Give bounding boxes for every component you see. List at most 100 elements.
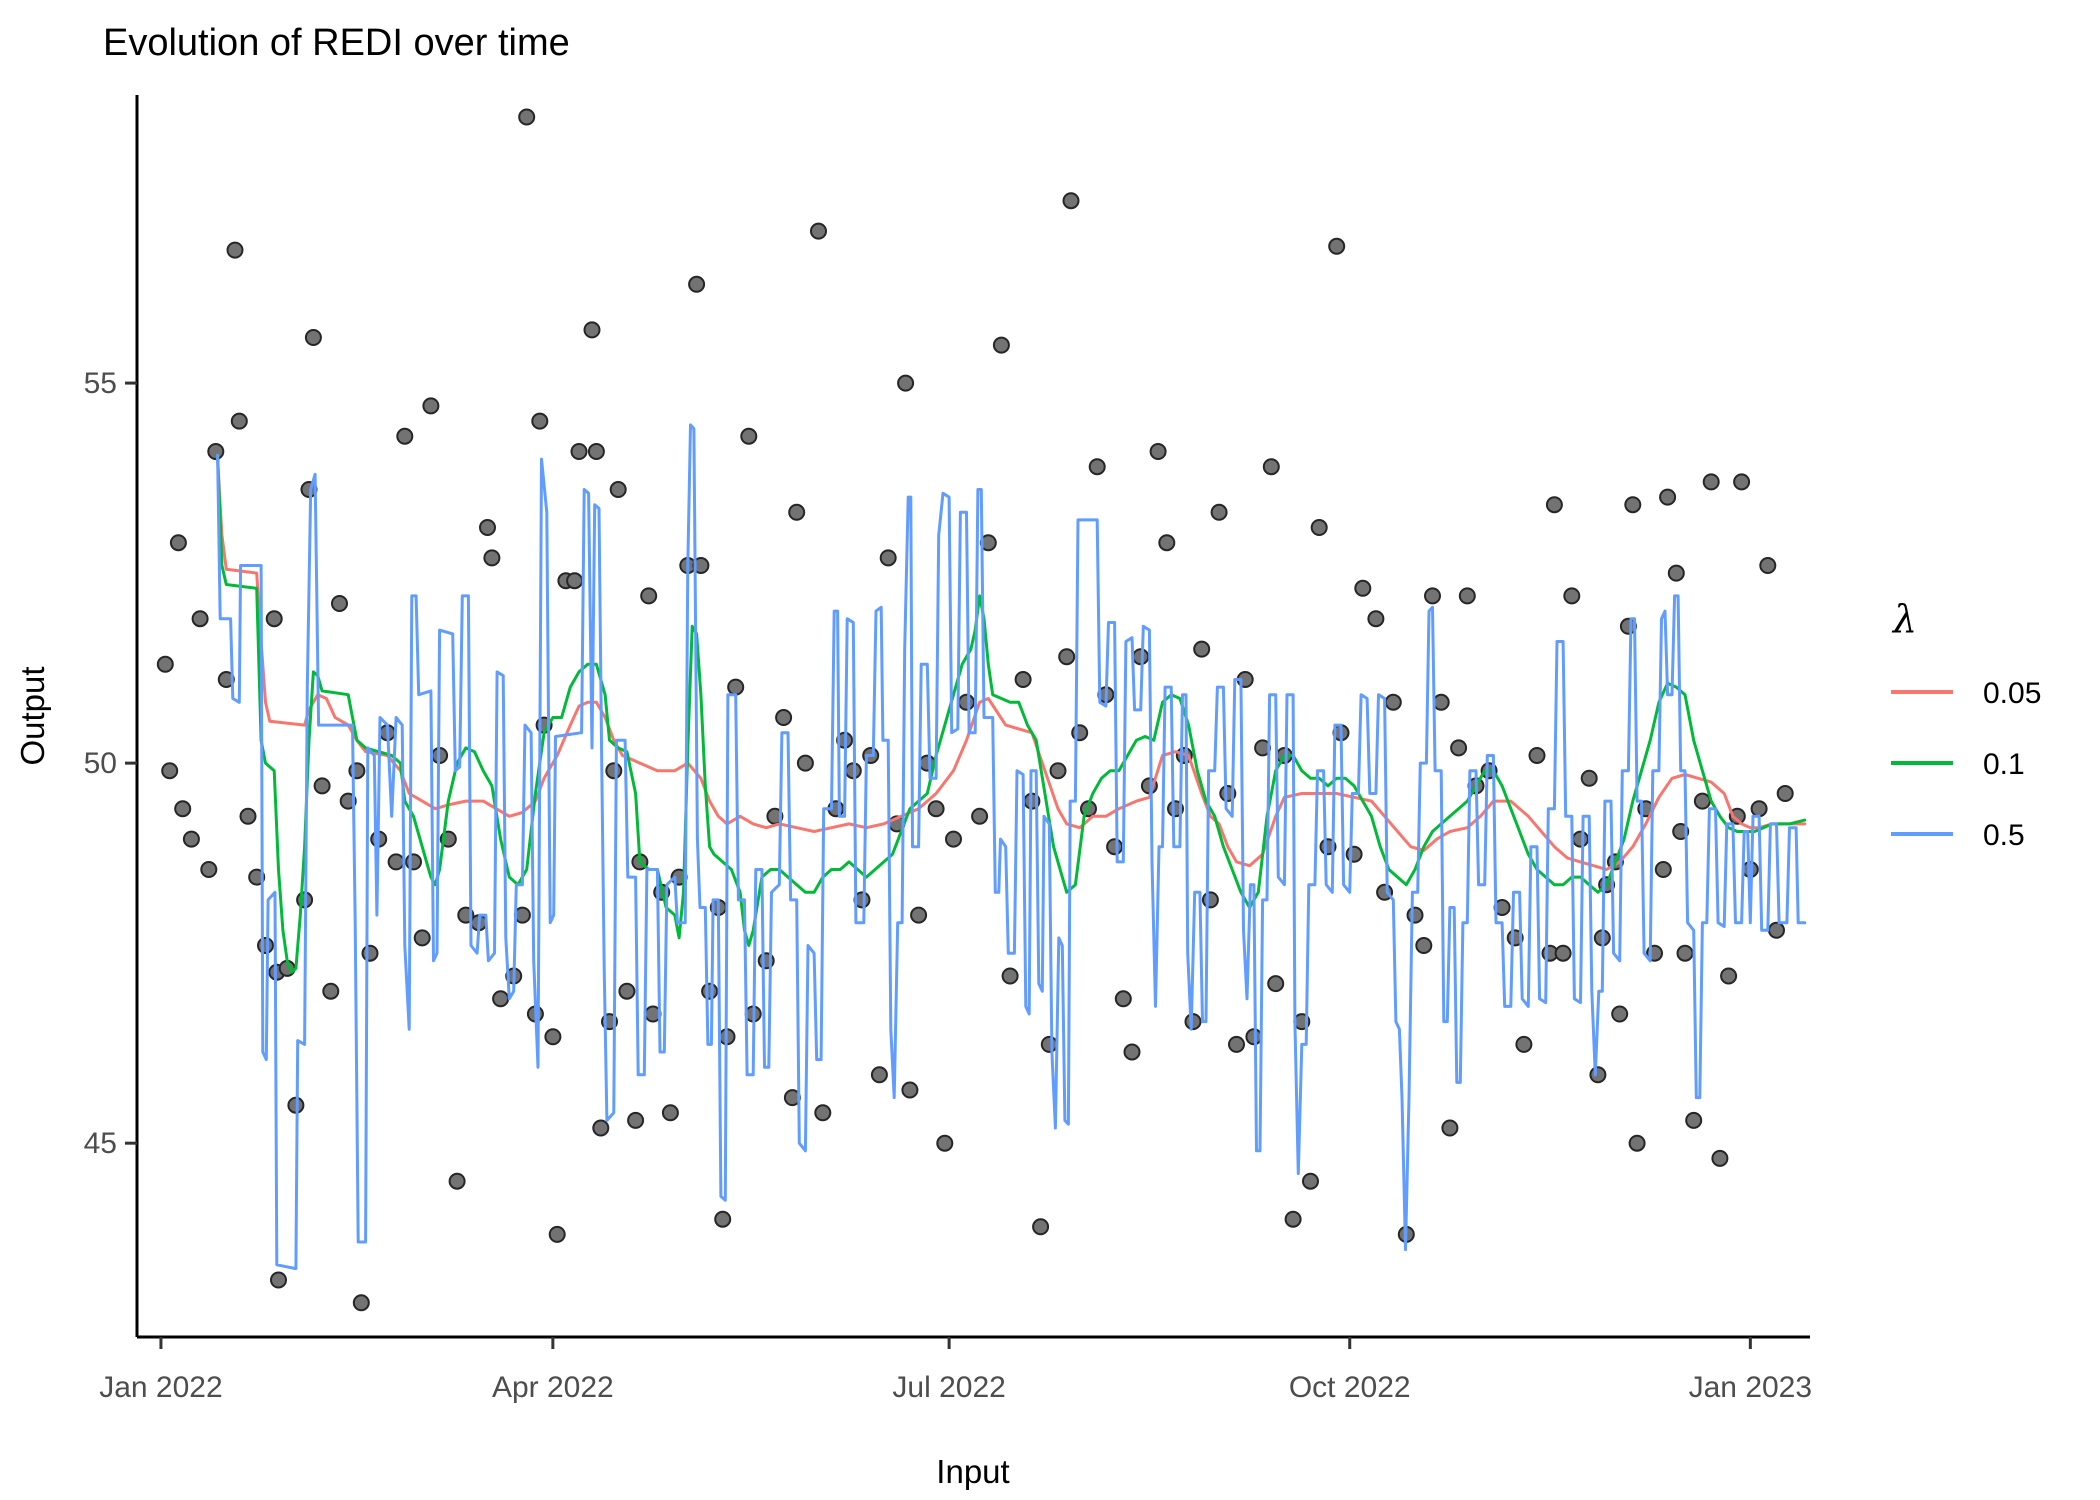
scatter-point — [788, 503, 806, 521]
scatter-point — [1676, 944, 1694, 962]
scatter-point — [1768, 921, 1785, 939]
scatter-point — [544, 1028, 562, 1046]
scatter-point — [1611, 1005, 1629, 1023]
scatter-point — [1228, 1035, 1245, 1053]
line-layer — [216, 423, 1807, 1271]
scatter-point — [566, 572, 584, 590]
legend-entry-label: 0.05 — [1983, 677, 2041, 710]
scatter-point — [405, 853, 422, 871]
scatter-point — [1415, 937, 1433, 954]
x-tick-label: Jan 2022 — [99, 1371, 222, 1404]
scatter-point — [1201, 891, 1219, 909]
scatter-point — [174, 800, 192, 818]
scatter-point — [1262, 458, 1280, 476]
scatter-point — [1123, 1043, 1141, 1061]
scatter-point — [1693, 792, 1711, 810]
scatter-point — [492, 990, 510, 1008]
scatter-point — [570, 443, 588, 460]
scatter-point — [1458, 587, 1476, 605]
scatter-point — [396, 427, 414, 445]
scatter-point — [605, 762, 623, 780]
scatter-point — [1267, 975, 1285, 993]
y-tick-label: 55 — [84, 367, 117, 400]
scatter-point — [1750, 800, 1768, 818]
scatter-point — [1654, 861, 1672, 878]
chart-title: Evolution of REDI over time — [103, 22, 570, 64]
scatter-point — [322, 982, 340, 1000]
scatter-point — [169, 534, 187, 552]
scatter-point — [1733, 473, 1751, 491]
scatter-point — [1720, 967, 1738, 985]
series-line-lambda-0.05 — [216, 457, 1807, 871]
scatter-point — [1672, 823, 1690, 840]
scatter-point — [727, 678, 745, 696]
scatter-point — [1554, 944, 1572, 962]
scatter-point — [714, 1210, 732, 1228]
scatter-point — [1545, 496, 1563, 514]
scatter-point — [239, 807, 257, 825]
scatter-point — [1384, 693, 1402, 711]
scatter-point — [531, 412, 549, 430]
scatter-point — [422, 397, 440, 415]
scatter-point — [1441, 1119, 1459, 1137]
scatter-point — [1193, 640, 1211, 658]
scatter-point — [1310, 519, 1328, 536]
scatter-point — [270, 1271, 287, 1289]
scatter-point — [226, 241, 244, 259]
scatter-point — [1406, 906, 1424, 924]
scatter-point — [1062, 192, 1080, 210]
scatter-point — [1432, 693, 1450, 711]
x-tick-label: Oct 2022 — [1289, 1371, 1411, 1404]
scatter-point — [592, 1119, 610, 1137]
scatter-point — [1058, 648, 1076, 666]
scatter-point — [810, 222, 827, 240]
scatter-point — [207, 443, 225, 460]
scatter-point — [1563, 587, 1581, 605]
scatter-point — [339, 792, 357, 810]
scatter-point — [304, 329, 322, 346]
scatter-point — [1711, 1149, 1729, 1167]
scatter-point — [936, 1134, 954, 1152]
scatter-point — [1032, 1218, 1050, 1236]
scatter-point — [587, 443, 605, 460]
axes-layer: 45 50 55 Jan 2022 Apr 2022 Jul 2022 Oct 2022 Ja… — [84, 95, 1812, 1404]
scatter-point — [1114, 990, 1132, 1008]
scatter-point — [257, 937, 274, 954]
scatter-point — [479, 519, 496, 536]
scatter-point — [230, 412, 248, 430]
scatter-point — [413, 929, 431, 947]
scatter-point — [448, 1172, 466, 1190]
scatter-point — [1367, 610, 1385, 628]
legend-title: λ — [1891, 597, 1917, 641]
scatter-point — [740, 427, 758, 445]
scatter-point — [1210, 503, 1228, 521]
scatter-point — [248, 868, 266, 886]
scatter-point — [518, 108, 536, 126]
scatter-point — [1106, 838, 1124, 856]
scatter-point — [1001, 967, 1019, 985]
scatter-point — [1049, 762, 1067, 780]
scatter-point — [971, 807, 989, 825]
scatter-point — [313, 777, 331, 795]
scatter-point — [1424, 587, 1441, 605]
scatter-point — [1624, 496, 1642, 514]
scatter-point — [1302, 1172, 1319, 1190]
scatter-point — [1284, 1210, 1302, 1228]
scatter-point — [901, 1081, 919, 1099]
y-tick-label: 45 — [84, 1127, 117, 1160]
scatter-point — [701, 982, 719, 1000]
scatter-point — [1628, 1134, 1646, 1152]
scatter-point — [1580, 769, 1598, 787]
scatter-point — [1450, 739, 1468, 757]
scatter-point — [1776, 785, 1794, 802]
scatter-point — [1589, 1066, 1607, 1084]
scatter-point — [1328, 237, 1346, 255]
y-axis-title: Output — [14, 666, 51, 765]
legend-entry-label: 0.5 — [1983, 819, 2025, 852]
scatter-point — [627, 1111, 645, 1129]
scatter-point — [692, 557, 710, 574]
scatter-point — [161, 762, 179, 780]
scatter-point — [583, 321, 601, 339]
